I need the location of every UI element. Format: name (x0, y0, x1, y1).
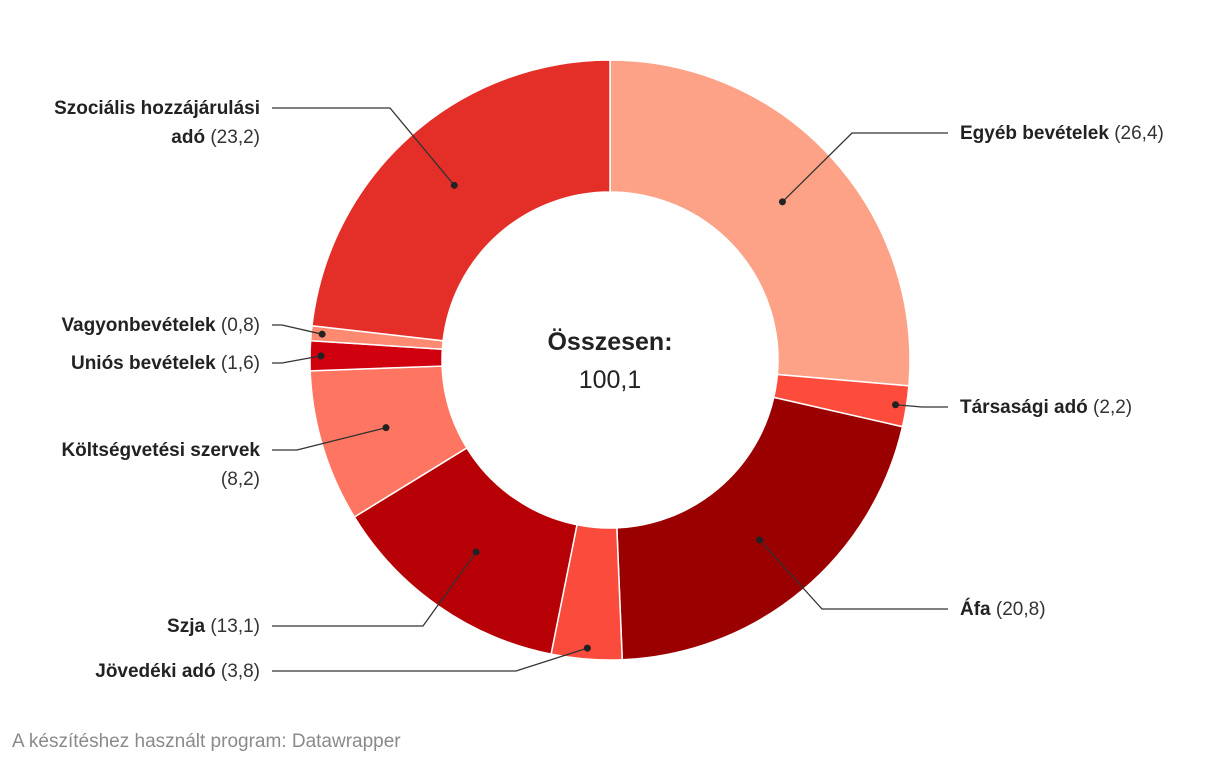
slice-afa (616, 396, 904, 661)
footer-credit: A készítéshez használt program: Datawrap… (12, 731, 401, 752)
slice-label-vagyonbevetelek: Vagyonbevételek (0,8) (61, 315, 260, 336)
leader-dot-tarsasagi-ado (892, 401, 900, 409)
donut-slices (309, 59, 911, 661)
slice-label-egyeb-bevetelek: Egyéb bevételek (26,4) (960, 123, 1164, 144)
leader-dot-egyeb-bevetelek (778, 198, 786, 206)
leader-line-afa (759, 539, 948, 610)
leader-line-vagyonbevetelek (272, 324, 323, 335)
leader-dot-szja (472, 548, 480, 556)
leader-dot-afa (756, 536, 764, 544)
slice-egyeb-bevetelek (609, 59, 911, 387)
leader-line-szja (272, 551, 477, 627)
center-total-value: 100,1 (579, 366, 642, 394)
leader-dot-jovedeki-ado (583, 644, 591, 652)
leader-line-unios-bevetelek (272, 355, 322, 364)
slice-label-koltsegvetesi-szervek: Költségvetési szervek (61, 440, 260, 461)
slice-label-jovedeki-ado: Jövedéki adó (3,8) (95, 661, 260, 682)
slice-label-unios-bevetelek: Uniós bevételek (1,6) (71, 353, 260, 374)
leader-line-koltsegvetesi-szervek (272, 427, 387, 451)
center-total-title: Összesen: (547, 327, 672, 356)
slice-label-koltsegvetesi-szervek: (8,2) (221, 469, 260, 490)
leader-dot-vagyonbevetelek (318, 330, 326, 338)
slice-szocialis-hozzajarulasi-ado (311, 59, 611, 342)
leader-line-egyeb-bevetelek (781, 132, 948, 203)
slice-label-afa: Áfa (20,8) (960, 598, 1046, 620)
slice-label-szja: Szja (13,1) (167, 616, 260, 637)
leader-dot-unios-bevetelek (317, 352, 325, 360)
leader-lines (272, 107, 948, 672)
donut-chart: Egyéb bevételek (26,4) Társasági adó (2,2… (54, 59, 1164, 682)
slice-labels: Egyéb bevételek (26,4) Társasági adó (2,2… (54, 98, 1164, 682)
slice-szja (353, 446, 578, 656)
leader-line-jovedeki-ado (272, 647, 588, 672)
slice-label-szocialis-hozzajarulasi-ado: Szociális hozzájárulási (54, 98, 260, 119)
leader-line-tarsasagi-ado (895, 404, 948, 408)
leader-line-szocialis-hozzajarulasi-ado (272, 107, 455, 186)
leader-dot-koltsegvetesi-szervek (382, 424, 390, 432)
leader-dot-szocialis-hozzajarulasi-ado (450, 181, 458, 189)
slice-label-szocialis-hozzajarulasi-ado: adó (23,2) (171, 127, 260, 148)
slice-label-tarsasagi-ado: Társasági adó (2,2) (960, 397, 1132, 418)
